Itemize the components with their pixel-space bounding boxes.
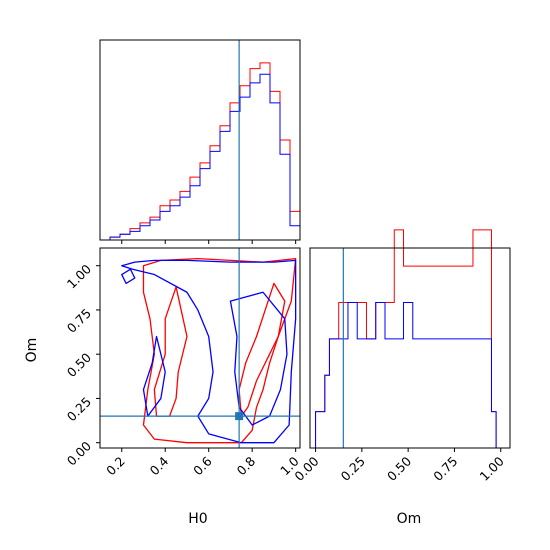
x-axis-label-om: Om: [397, 511, 422, 527]
om-y-tick-label: 0.25: [64, 394, 94, 424]
om-y-tick-label: 1.00: [64, 261, 94, 291]
contour-series-2-level-1: [121, 259, 297, 444]
contour-series-2-level-2: [121, 268, 136, 285]
om-histogram-panel: 0.00 0.25 0.50 0.75 1.00: [291, 229, 511, 484]
histogram-series-1: [100, 62, 301, 241]
histogram-series-2: [310, 302, 506, 449]
contour-series-1-level-1: [142, 257, 297, 444]
om-x-tick-label: 0.75: [430, 454, 460, 484]
y-axis-label-om: Om: [24, 338, 40, 363]
om-x-tick-label: 0.25: [338, 454, 368, 484]
axes-frame: [309, 247, 511, 449]
om-x-tick-label: 1.00: [477, 453, 507, 483]
h0-om-contour-panel: 0.2 0.4 0.6 0.8 1.00.000.250.500.751.00: [64, 247, 302, 479]
axes-frame: [99, 247, 301, 449]
h0-x-tick-label: 0.8: [234, 453, 259, 478]
contour-series-2-level-3: [142, 335, 166, 417]
om-y-tick-label: 0.50: [64, 350, 94, 380]
h0-x-tick-label: 0.6: [190, 453, 215, 478]
h0-x-tick-label: 0.2: [103, 454, 128, 479]
om-x-tick-label: 0.50: [384, 453, 414, 483]
om-y-tick-label: 0.75: [64, 305, 94, 335]
contour-series-1-level-3: [238, 282, 286, 417]
histogram-series-2: [100, 73, 301, 241]
h0-histogram-panel: [99, 39, 301, 244]
contour-plot-area: [121, 257, 297, 444]
truth-marker: [235, 412, 244, 421]
axes-frame: [99, 39, 301, 241]
x-axis-label-h0: H0: [188, 511, 207, 527]
h0-x-tick-label: 0.4: [147, 453, 172, 478]
om-y-tick-label: 0.00: [64, 438, 94, 468]
contour-series-1-level-2: [153, 286, 188, 417]
